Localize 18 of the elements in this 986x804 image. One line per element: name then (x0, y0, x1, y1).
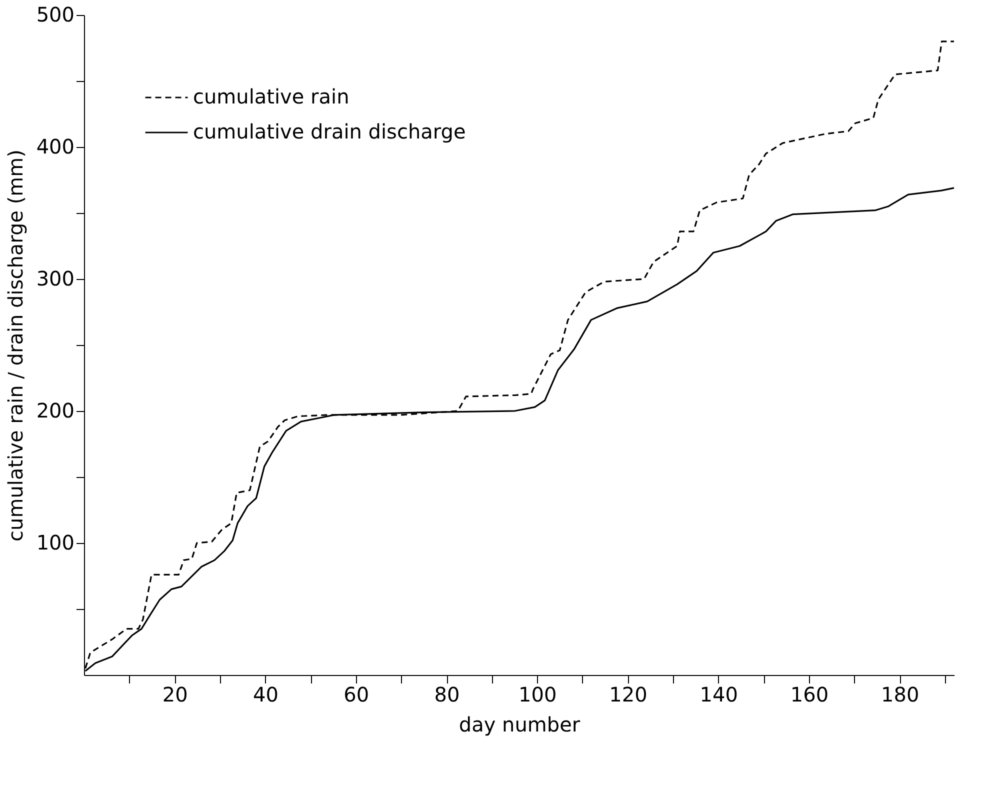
y-tick-label: 300 (36, 266, 74, 290)
x-tick-label: 20 (162, 682, 188, 706)
legend-label: cumulative rain (193, 84, 350, 108)
y-axis-title: cumulative rain / drain discharge (mm) (3, 150, 28, 542)
x-tick-label: 60 (344, 682, 370, 706)
x-axis-title: day number (458, 712, 581, 736)
y-tick-label: 200 (36, 398, 74, 422)
x-tick-label: 120 (609, 682, 648, 706)
y-tick-label: 400 (36, 134, 74, 158)
legend-label: cumulative drain discharge (193, 120, 466, 144)
x-tick-label: 180 (881, 682, 920, 706)
x-tick-label: 80 (434, 682, 460, 706)
x-tick-label: 140 (700, 682, 738, 706)
y-tick-label: 500 (36, 2, 74, 26)
x-tick-label: 40 (253, 682, 278, 706)
x-tick-label: 160 (790, 682, 829, 706)
y-tick-label: 100 (36, 530, 74, 554)
x-tick-label: 100 (518, 682, 557, 706)
